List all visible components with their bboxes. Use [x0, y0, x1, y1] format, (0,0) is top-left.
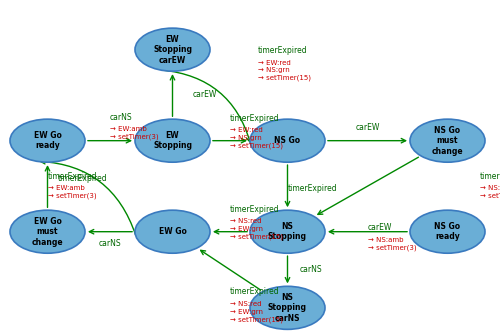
Ellipse shape: [135, 119, 210, 162]
Text: NS Go
must
change: NS Go must change: [432, 126, 464, 156]
Ellipse shape: [135, 28, 210, 71]
FancyArrowPatch shape: [286, 256, 290, 282]
Text: EW Go
must
change: EW Go must change: [32, 217, 64, 247]
Text: carEW: carEW: [192, 90, 217, 99]
Ellipse shape: [250, 286, 325, 329]
Text: NS Go
ready: NS Go ready: [434, 222, 460, 241]
Text: carNS: carNS: [98, 239, 122, 248]
Ellipse shape: [10, 119, 85, 162]
Text: EW Go
ready: EW Go ready: [34, 131, 62, 150]
Text: timerExpired: timerExpired: [288, 184, 337, 193]
Text: → NS:amb
→ setTimer(3): → NS:amb → setTimer(3): [368, 237, 416, 251]
Text: EW Go: EW Go: [158, 227, 186, 236]
Text: → NS:amb
→ setTimer(3): → NS:amb → setTimer(3): [480, 185, 500, 199]
FancyArrowPatch shape: [286, 165, 290, 206]
Text: → NS:red
→ EW:grn
→ setTimer(15): → NS:red → EW:grn → setTimer(15): [230, 301, 283, 323]
Text: timerExpired: timerExpired: [48, 171, 97, 181]
FancyArrowPatch shape: [88, 138, 130, 143]
FancyArrowPatch shape: [330, 229, 407, 234]
FancyArrowPatch shape: [40, 160, 136, 235]
Text: timerExpired: timerExpired: [230, 114, 280, 123]
Text: timerExpired: timerExpired: [230, 287, 280, 297]
FancyArrowPatch shape: [200, 250, 260, 290]
Text: NS
Stopping: NS Stopping: [268, 222, 307, 241]
Text: → EW:amb
→ setTimer(3): → EW:amb → setTimer(3): [110, 126, 158, 140]
FancyArrowPatch shape: [328, 138, 406, 143]
Ellipse shape: [410, 119, 485, 162]
FancyArrowPatch shape: [170, 75, 174, 117]
Text: → EW:amb
→ setTimer(3): → EW:amb → setTimer(3): [48, 185, 96, 199]
FancyArrowPatch shape: [46, 166, 50, 208]
Text: timerExpired: timerExpired: [480, 171, 500, 181]
Text: → EW:red
→ NS:grn
→ setTimer(15): → EW:red → NS:grn → setTimer(15): [258, 60, 310, 81]
Text: timerExpired: timerExpired: [58, 174, 108, 183]
Ellipse shape: [250, 119, 325, 162]
FancyArrowPatch shape: [214, 229, 247, 234]
Ellipse shape: [250, 210, 325, 253]
Ellipse shape: [135, 210, 210, 253]
FancyArrowPatch shape: [318, 157, 418, 214]
FancyArrowPatch shape: [162, 70, 251, 142]
Text: timerExpired: timerExpired: [230, 205, 280, 214]
Ellipse shape: [10, 210, 85, 253]
Text: timerExpired: timerExpired: [258, 46, 307, 55]
FancyArrowPatch shape: [90, 229, 132, 234]
Text: NS
Stopping
carNS: NS Stopping carNS: [268, 293, 307, 323]
Text: carNS: carNS: [300, 265, 322, 274]
Text: carEW: carEW: [356, 123, 380, 132]
Ellipse shape: [410, 210, 485, 253]
Text: EW
Stopping
carEW: EW Stopping carEW: [153, 35, 192, 65]
Text: → NS:red
→ EW:grn
→ setTimer(15): → NS:red → EW:grn → setTimer(15): [230, 218, 283, 240]
Text: carNS: carNS: [110, 113, 132, 122]
Text: NS Go: NS Go: [274, 136, 300, 145]
Text: EW
Stopping: EW Stopping: [153, 131, 192, 150]
Text: carEW: carEW: [368, 223, 392, 232]
FancyArrowPatch shape: [213, 138, 246, 143]
Text: → EW:red
→ NS:grn
→ setTimer(15): → EW:red → NS:grn → setTimer(15): [230, 127, 283, 149]
